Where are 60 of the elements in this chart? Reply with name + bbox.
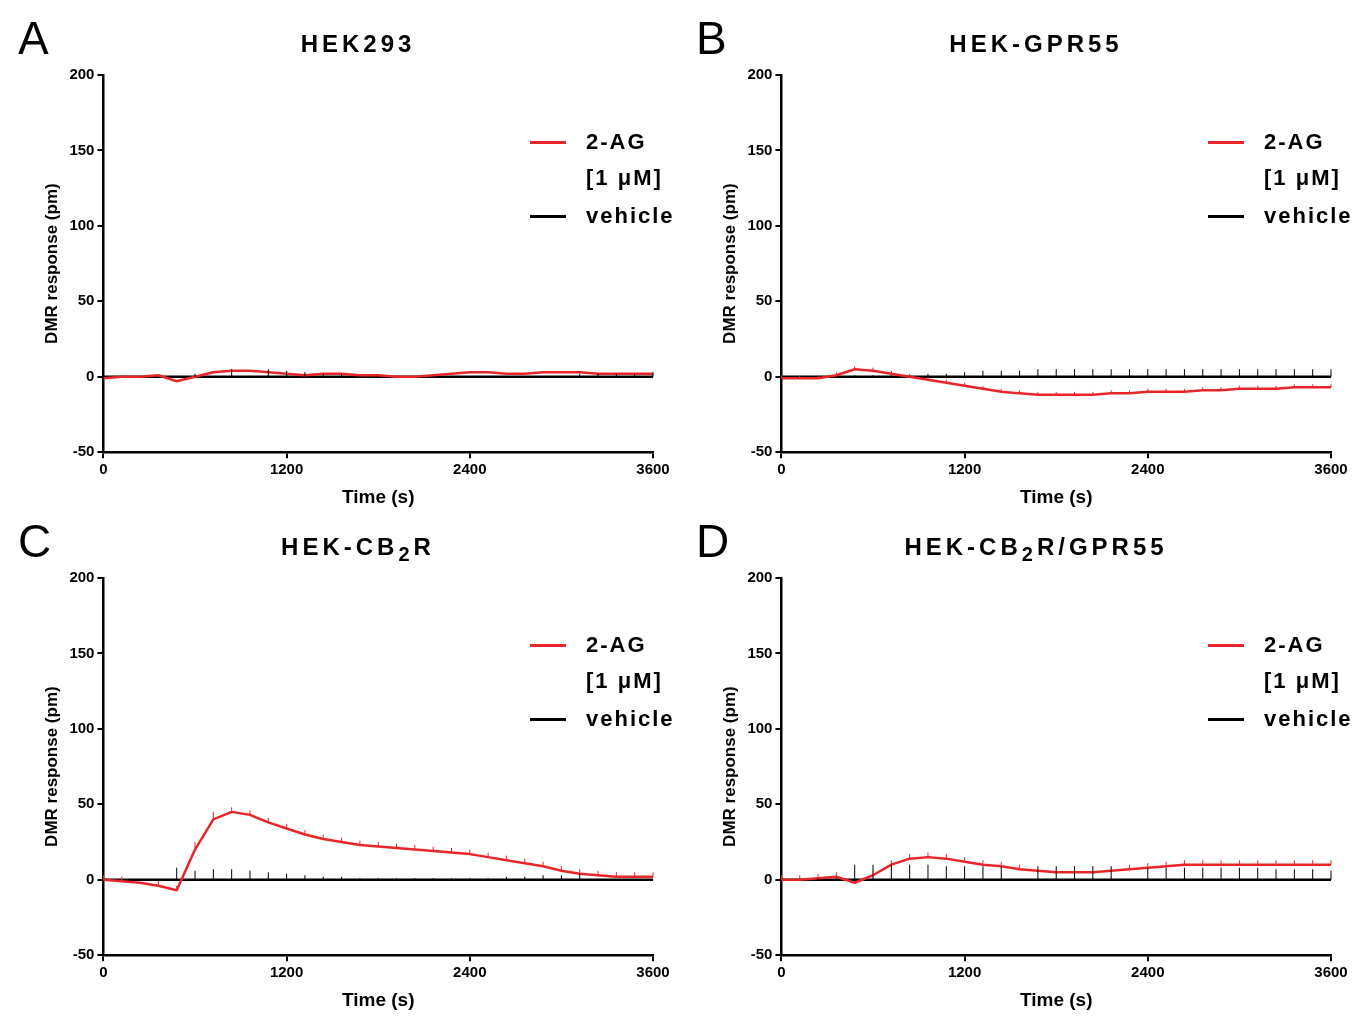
x-tick-label: 3600 (1314, 460, 1348, 478)
y-axis-title: DMR response (pm) (719, 686, 739, 847)
y-tick-label: 50 (755, 291, 773, 309)
x-tick-label: 3600 (636, 460, 670, 478)
y-tick-label: 50 (77, 794, 95, 812)
x-tick-label: 0 (777, 963, 786, 981)
y-tick-label: 50 (77, 291, 95, 309)
text: B (696, 12, 727, 64)
x-tick-label: 3600 (1314, 963, 1348, 981)
x-axis-title: Time (s) (1019, 988, 1093, 1010)
y-tick-label: 200 (747, 568, 773, 586)
text: D (696, 515, 730, 567)
y-axis-title: DMR response (pm) (41, 183, 61, 344)
x-tick-label: 2400 (453, 963, 487, 981)
y-tick-label: 100 (69, 719, 95, 737)
y-tick-label: 50 (755, 794, 773, 812)
y-tick-label: 150 (69, 140, 95, 158)
legend-label: vehicle (586, 705, 675, 733)
x-tick-label: 2400 (1131, 963, 1165, 981)
x-tick-label: 2400 (1131, 460, 1165, 478)
y-tick-label: 150 (747, 643, 773, 661)
y-tick-label: -50 (72, 945, 95, 963)
x-tick-label: 1200 (269, 460, 304, 478)
legend-label: vehicle (1264, 202, 1353, 230)
legend-label: vehicle (1264, 705, 1353, 733)
chart-title: HEK293 (299, 30, 417, 58)
x-axis-title: Time (s) (341, 988, 415, 1010)
y-tick-label: 150 (747, 140, 773, 158)
y-tick-label: 200 (69, 568, 95, 586)
y-tick-label: -50 (750, 945, 773, 963)
y-tick-label: 100 (747, 719, 773, 737)
y-tick-label: 150 (69, 643, 95, 661)
x-axis-title: Time (s) (1019, 485, 1093, 507)
x-tick-label: 2400 (453, 460, 487, 478)
x-axis-title: Time (s) (341, 485, 415, 507)
y-tick-label: 100 (69, 216, 95, 234)
y-tick-label: -50 (750, 442, 773, 460)
x-tick-label: 1200 (269, 963, 304, 981)
y-tick-label: -50 (72, 442, 95, 460)
text: C (18, 515, 52, 567)
y-tick-label: 0 (764, 366, 773, 384)
y-tick-label: 0 (86, 366, 95, 384)
y-tick-label: 100 (747, 216, 773, 234)
y-tick-label: 0 (764, 869, 773, 887)
chart-title: HEK-CB$_{2}$R/GPR55 (903, 533, 1169, 566)
text: A (18, 12, 49, 64)
x-tick-label: 0 (99, 460, 108, 478)
y-tick-label: 200 (747, 65, 773, 83)
y-tick-label: 0 (86, 869, 95, 887)
y-axis-title: DMR response (pm) (41, 686, 61, 847)
chart-title: HEK-GPR55 (948, 30, 1124, 58)
x-tick-label: 0 (99, 963, 108, 981)
legend-label: vehicle (586, 202, 675, 230)
chart-title: HEK-CB$_{2}$R (280, 533, 436, 566)
y-axis-title: DMR response (pm) (719, 183, 739, 344)
x-tick-label: 0 (777, 460, 786, 478)
y-tick-label: 200 (69, 65, 95, 83)
x-tick-label: 1200 (947, 963, 982, 981)
x-tick-label: 3600 (636, 963, 670, 981)
x-tick-label: 1200 (947, 460, 982, 478)
